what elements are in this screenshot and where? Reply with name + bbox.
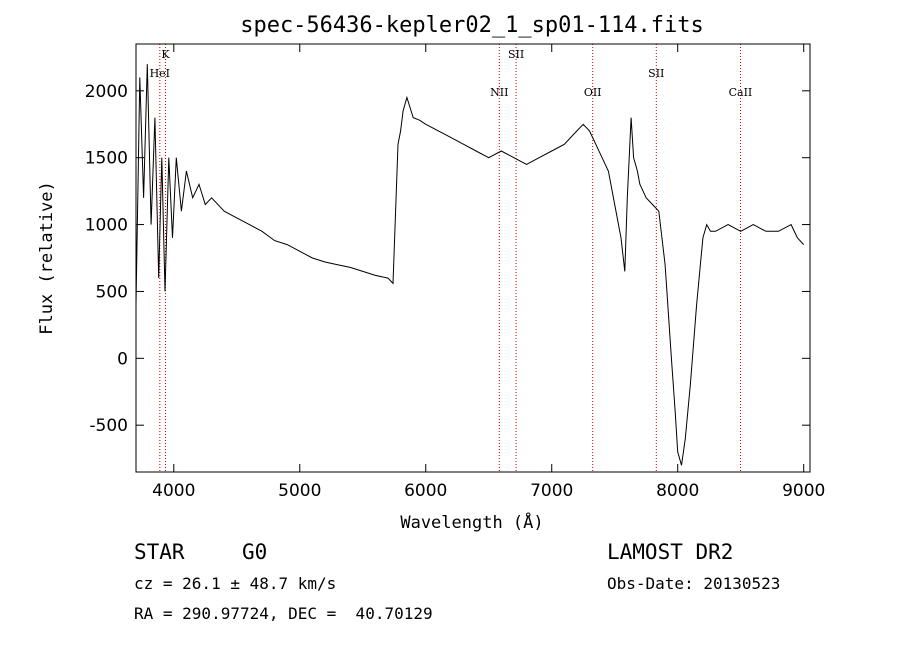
y-tick-label: 500 [96, 282, 128, 302]
x-tick-label: 9000 [782, 481, 825, 501]
x-tick-label: 7000 [530, 481, 573, 501]
x-tick-label: 5000 [278, 481, 321, 501]
y-tick-label: 1000 [85, 216, 128, 236]
object-subclass: G0 [242, 540, 268, 564]
spectral-line-label: NII [490, 86, 508, 99]
y-axis-ticks: -500 0 500 1000 1500 2000 [85, 82, 810, 436]
y-tick-label: 1500 [85, 149, 128, 169]
spectral-line-markers: K HeI NII SII OII SII CaII [150, 44, 753, 472]
redshift-velocity: cz = 26.1 ± 48.7 km/s [134, 574, 337, 593]
y-tick-label: 2000 [85, 82, 128, 102]
spectral-line-label: HeI [150, 67, 170, 80]
x-tick-label: 8000 [656, 481, 699, 501]
spectrum-series-line [135, 64, 805, 466]
chart-title: spec-56436-kepler02_1_sp01-114.fits [240, 13, 704, 38]
plot-frame [135, 43, 811, 473]
spectrum-chart: spec-56436-kepler02_1_sp01-114.fits K HeI… [37, 13, 825, 533]
survey-name: LAMOST DR2 [607, 540, 734, 564]
y-tick-label: 0 [117, 349, 128, 369]
x-tick-label: 6000 [404, 481, 447, 501]
x-axis-label: Wavelength (Å) [400, 511, 543, 533]
spectral-line-label: CaII [729, 86, 753, 99]
coordinates: RA = 290.97724, DEC = 40.70129 [134, 604, 433, 623]
y-tick-label: -500 [89, 416, 128, 436]
object-class: STAR [134, 540, 185, 564]
y-axis-label: Flux (relative) [37, 181, 57, 335]
spectral-line-label: SII [648, 67, 664, 80]
spectral-line-label: OII [584, 86, 602, 99]
spectral-line-label: SII [508, 48, 524, 61]
spectral-line-label: K [161, 48, 170, 61]
observation-date: Obs-Date: 20130523 [607, 574, 781, 593]
x-tick-label: 4000 [152, 481, 195, 501]
x-axis-ticks: 4000 5000 6000 7000 8000 9000 [152, 44, 825, 501]
